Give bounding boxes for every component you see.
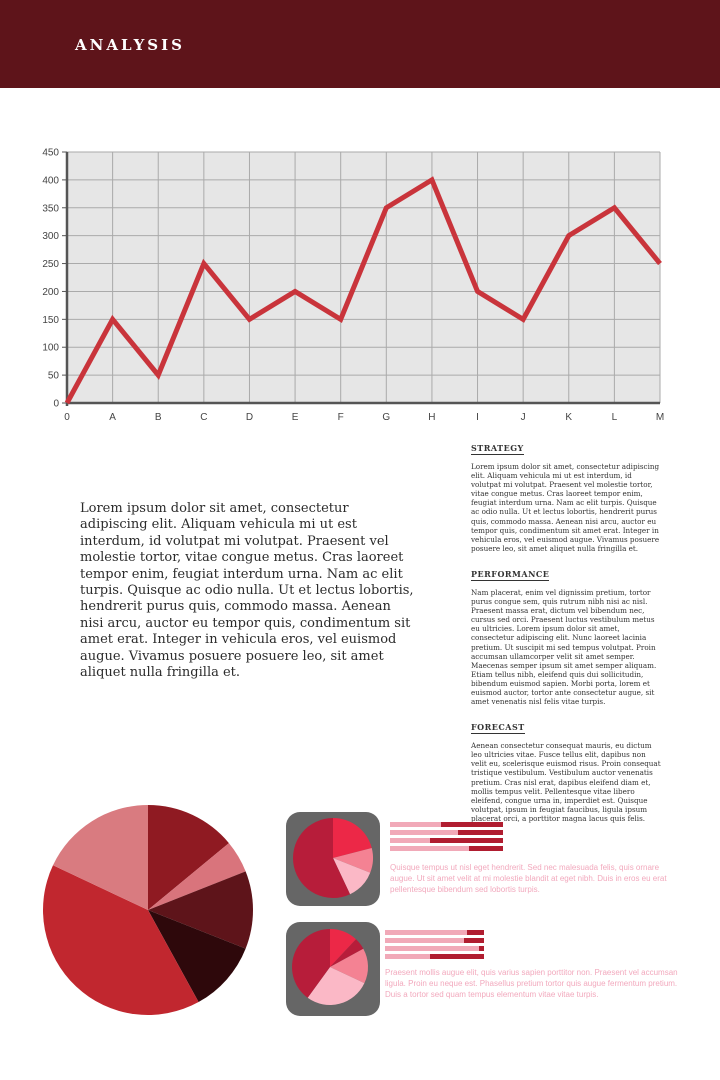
section-body: Nam placerat, enim vel dignissim pretium… bbox=[471, 587, 657, 707]
bar-group bbox=[385, 930, 484, 962]
x-tick-label: L bbox=[612, 412, 618, 423]
y-tick-label: 400 bbox=[42, 175, 59, 186]
page-title: ANALYSIS bbox=[75, 36, 185, 54]
pie-tile bbox=[286, 922, 380, 1016]
bar-segment-light bbox=[390, 846, 503, 851]
x-tick-label: 0 bbox=[64, 412, 70, 423]
x-tick-label: F bbox=[338, 412, 344, 423]
x-tick-label: J bbox=[521, 412, 526, 423]
y-tick-label: 150 bbox=[42, 315, 59, 326]
x-tick-label: I bbox=[476, 412, 479, 423]
bar-segment-dark bbox=[457, 830, 503, 835]
bar-segment-dark bbox=[440, 822, 503, 827]
pie-tile bbox=[286, 812, 380, 906]
bar-row bbox=[390, 830, 503, 835]
pie-slice bbox=[52, 805, 148, 910]
y-tick-label: 100 bbox=[42, 343, 59, 354]
y-tick-label: 300 bbox=[42, 231, 59, 242]
bar-segment-dark bbox=[464, 938, 484, 943]
x-tick-label: C bbox=[200, 412, 207, 423]
y-tick-label: 250 bbox=[42, 259, 59, 270]
bar-segment-dark bbox=[479, 946, 484, 951]
bar-row bbox=[385, 954, 484, 959]
plot-area bbox=[67, 152, 660, 403]
x-tick-label: G bbox=[382, 412, 390, 423]
bar-segment-dark bbox=[469, 846, 503, 851]
pie-slice bbox=[148, 871, 254, 949]
bar-segment-light bbox=[390, 830, 503, 835]
section-forecast: FORECAST Aenean consectetur consequat ma… bbox=[471, 715, 661, 823]
y-tick-label: 200 bbox=[42, 287, 59, 298]
x-tick-label: A bbox=[109, 412, 116, 423]
pie-slice bbox=[148, 910, 246, 1003]
y-tick-label: 450 bbox=[42, 148, 59, 159]
intro-paragraph: Lorem ipsum dolor sit amet, consectetur … bbox=[80, 501, 414, 681]
header-bar: ANALYSIS bbox=[0, 0, 720, 88]
bar-segment-light bbox=[385, 930, 484, 935]
pie-slice bbox=[42, 865, 199, 1015]
side-column: STRATEGY Lorem ipsum dolor sit amet, con… bbox=[471, 436, 661, 832]
widget-note: Praesent mollis augue elit, quis varius … bbox=[385, 968, 678, 999]
widget-note: Quisque tempus ut nisl eget hendrerit. S… bbox=[390, 863, 667, 894]
bar-segment-dark bbox=[467, 930, 484, 935]
section-body: Lorem ipsum dolor sit amet, consectetur … bbox=[471, 462, 660, 553]
bar-row bbox=[385, 938, 484, 943]
bar-row bbox=[390, 838, 503, 843]
y-tick-label: 0 bbox=[53, 399, 59, 410]
section-heading: FORECAST bbox=[471, 722, 525, 735]
section-performance: PERFORMANCE Nam placerat, enim vel digni… bbox=[471, 562, 661, 706]
x-tick-label: H bbox=[428, 412, 435, 423]
section-strategy: STRATEGY Lorem ipsum dolor sit amet, con… bbox=[471, 436, 661, 553]
x-tick-label: D bbox=[246, 412, 253, 423]
series-line bbox=[64, 176, 662, 405]
x-tick-label: M bbox=[656, 412, 664, 423]
line-chart: 0 50 100 150 200 250 300 350 400 450 0 A B C D E F G H I J K L… bbox=[42, 148, 664, 424]
bar-segment-light bbox=[385, 938, 484, 943]
bar-segment-dark bbox=[429, 838, 503, 843]
pie-slice bbox=[148, 805, 229, 910]
bar-row bbox=[390, 822, 503, 827]
bar-group bbox=[390, 822, 503, 854]
bar-row bbox=[385, 946, 484, 951]
x-tick-label: K bbox=[565, 412, 572, 423]
y-tick-label: 50 bbox=[48, 371, 60, 382]
y-tick-label: 350 bbox=[42, 203, 59, 214]
bar-segment-dark bbox=[429, 954, 484, 959]
section-heading: STRATEGY bbox=[471, 443, 524, 455]
section-heading: PERFORMANCE bbox=[471, 568, 550, 581]
section-body: Aenean consectetur consequat mauris, eu … bbox=[471, 741, 661, 823]
bar-row bbox=[385, 930, 484, 935]
bar-row bbox=[390, 846, 503, 851]
bar-segment-light bbox=[385, 946, 484, 951]
pie-slice bbox=[148, 843, 246, 910]
x-tick-label: E bbox=[292, 412, 299, 423]
x-tick-label: B bbox=[155, 412, 162, 423]
